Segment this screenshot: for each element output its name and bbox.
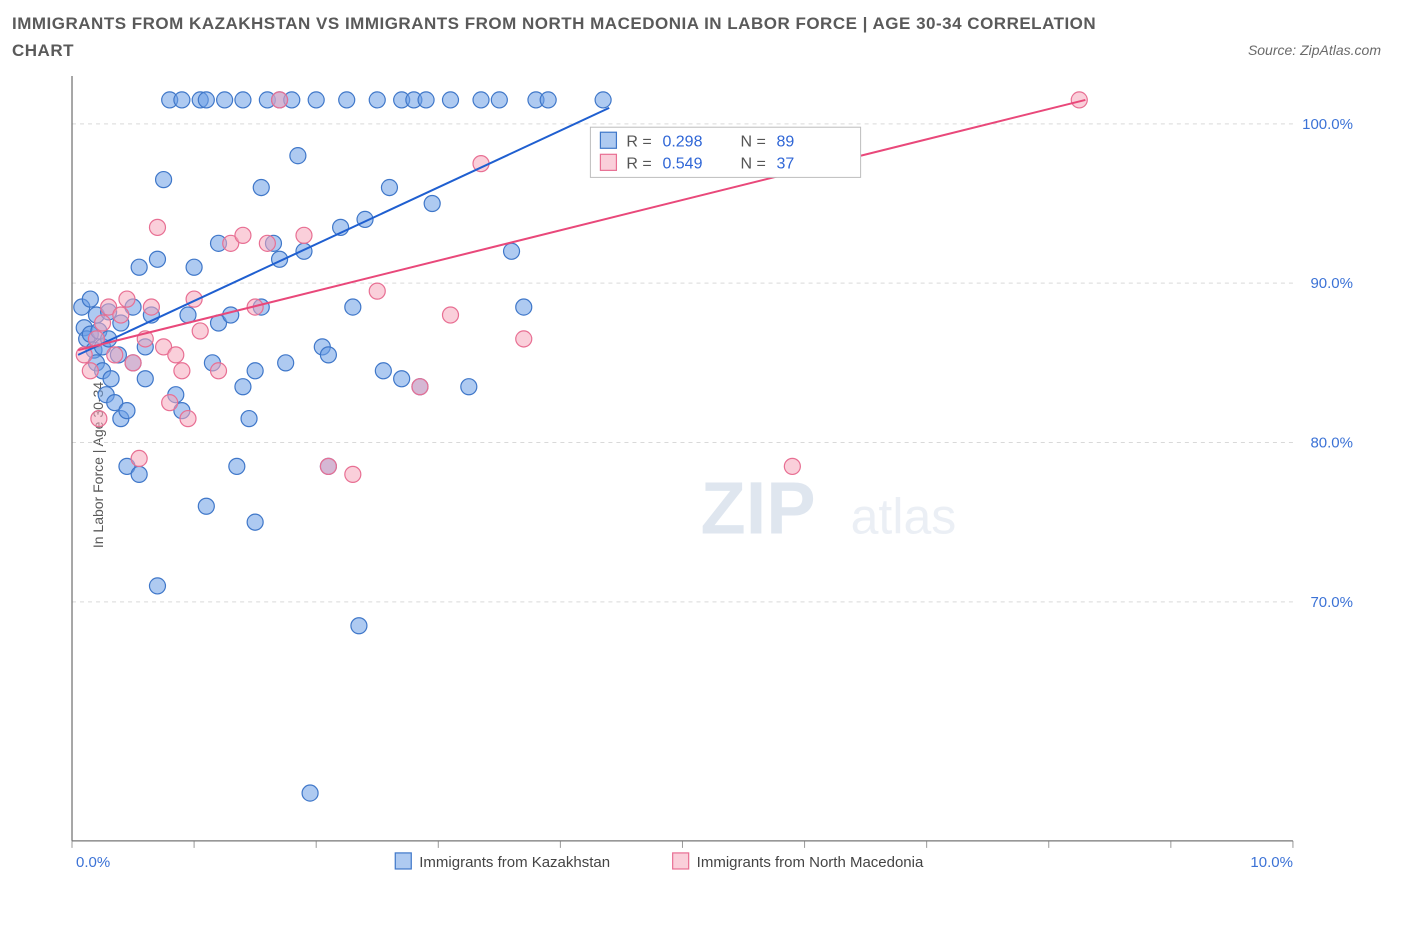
svg-text:Immigrants from Kazakhstan: Immigrants from Kazakhstan — [419, 854, 610, 871]
svg-text:37: 37 — [777, 154, 795, 172]
source-attribution: Source: ZipAtlas.com — [1248, 42, 1381, 58]
svg-text:80.0%: 80.0% — [1310, 435, 1353, 452]
svg-text:0.549: 0.549 — [662, 154, 702, 172]
svg-text:Immigrants from North Macedoni: Immigrants from North Macedonia — [697, 854, 924, 871]
svg-text:0.298: 0.298 — [662, 132, 702, 150]
svg-text:atlas: atlas — [851, 489, 957, 545]
svg-text:90.0%: 90.0% — [1310, 275, 1353, 292]
svg-text:89: 89 — [777, 132, 795, 150]
svg-text:70.0%: 70.0% — [1310, 594, 1353, 611]
svg-text:10.0%: 10.0% — [1250, 854, 1293, 871]
svg-text:N =: N = — [741, 154, 766, 172]
svg-text:R =: R = — [626, 154, 651, 172]
scatter-chart: 70.0% 80.0% 90.0% 100.0% ZIP atlas R = 0.298 N =… — [60, 72, 1381, 875]
svg-text:N =: N = — [741, 132, 766, 150]
svg-text:0.0%: 0.0% — [76, 854, 110, 871]
chart-title: IMMIGRANTS FROM KAZAKHSTAN VS IMMIGRANTS… — [12, 10, 1394, 64]
svg-text:100.0%: 100.0% — [1302, 116, 1353, 133]
svg-text:R =: R = — [626, 132, 651, 150]
svg-text:ZIP: ZIP — [700, 467, 815, 550]
